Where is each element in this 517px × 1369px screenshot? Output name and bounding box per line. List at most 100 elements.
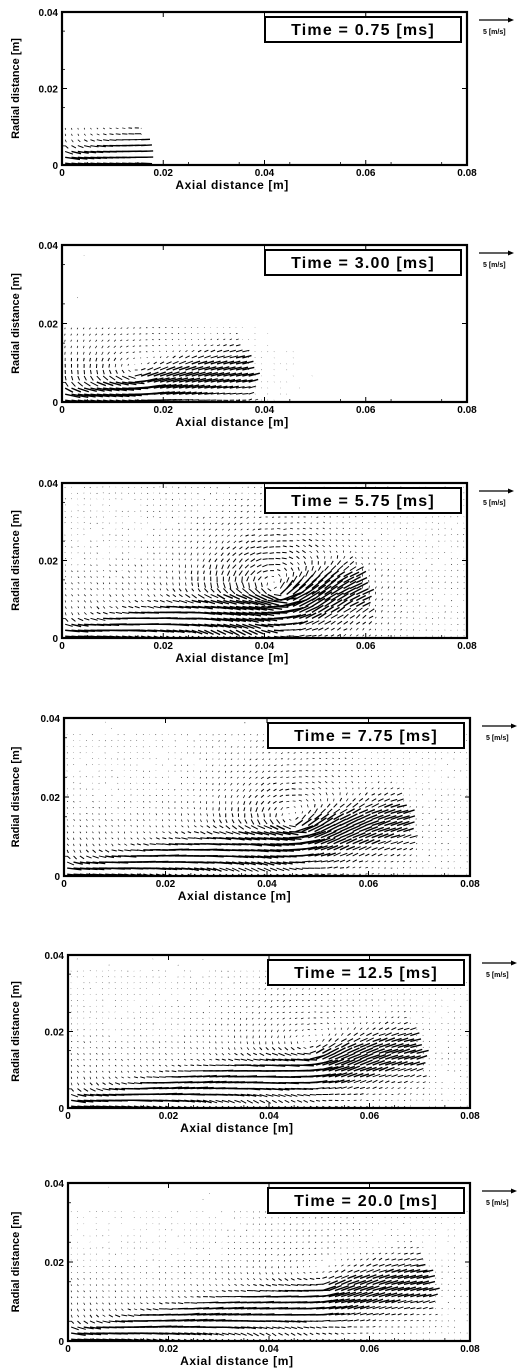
velocity-vector <box>236 794 239 798</box>
velocity-vector <box>227 552 231 556</box>
velocity-vector <box>243 795 246 799</box>
velocity-vector <box>315 1040 318 1042</box>
velocity-vector <box>377 833 389 839</box>
velocity-vector <box>361 533 363 536</box>
velocity-vector <box>221 546 224 550</box>
velocity-vector <box>422 806 424 808</box>
velocity-vector <box>358 839 369 845</box>
velocity-vector <box>202 540 205 543</box>
velocity-vector <box>159 546 161 548</box>
velocity-vector <box>349 607 357 613</box>
velocity-vector <box>307 830 327 839</box>
velocity-vector <box>359 1011 361 1013</box>
velocity-vector <box>197 594 205 599</box>
velocity-vector <box>336 565 344 572</box>
velocity-vector <box>328 1052 343 1060</box>
velocity-vector <box>205 740 207 742</box>
velocity-vector <box>378 1016 381 1019</box>
velocity-vector <box>244 570 250 576</box>
velocity-vector <box>317 566 322 571</box>
velocity-vector <box>234 1099 241 1103</box>
velocity-vector <box>365 786 367 790</box>
velocity-vector <box>324 776 328 778</box>
velocity-vector <box>272 800 277 804</box>
velocity-vector <box>372 1032 379 1037</box>
velocity-vector <box>232 564 237 569</box>
velocity-vector <box>242 782 246 786</box>
x-tick-label: 0.08 <box>457 405 477 416</box>
velocity-vector <box>315 539 319 542</box>
velocity-vector <box>297 1046 301 1050</box>
velocity-vector <box>191 365 204 371</box>
velocity-vector <box>214 558 218 563</box>
velocity-vector <box>136 831 139 834</box>
velocity-vector <box>127 1070 129 1073</box>
x-tick-label: 0.06 <box>356 168 376 179</box>
velocity-vector <box>212 764 214 767</box>
velocity-vector <box>251 534 256 536</box>
velocity-vector <box>368 597 371 601</box>
velocity-vector <box>90 133 93 136</box>
velocity-vector <box>102 606 106 609</box>
velocity-vector <box>305 793 309 796</box>
velocity-vector <box>139 1058 142 1061</box>
velocity-vector <box>216 332 218 334</box>
velocity-vector <box>208 534 211 537</box>
velocity-vector <box>418 575 420 577</box>
velocity-vector <box>111 831 113 834</box>
velocity-vector <box>147 377 164 383</box>
velocity-vector <box>196 1047 198 1050</box>
velocity-vector <box>396 820 410 827</box>
velocity-vector <box>352 819 366 827</box>
velocity-vector <box>228 1058 234 1062</box>
velocity-vector <box>384 827 396 833</box>
velocity-vector <box>361 557 363 559</box>
velocity-vector <box>361 562 363 565</box>
velocity-vector <box>295 816 299 820</box>
velocity-vector <box>212 867 222 872</box>
velocity-vector <box>403 873 405 875</box>
velocity-vector <box>82 327 85 330</box>
velocity-vector <box>146 1047 148 1049</box>
velocity-vector <box>334 1086 342 1090</box>
velocity-vector <box>71 150 82 155</box>
velocity-vector <box>238 830 249 835</box>
velocity-vector <box>368 621 373 625</box>
velocity-vector <box>441 824 443 826</box>
velocity-vector <box>210 360 221 365</box>
velocity-vector <box>155 813 158 816</box>
velocity-vector <box>262 764 264 766</box>
velocity-vector <box>64 333 66 336</box>
velocity-vector <box>111 849 117 852</box>
velocity-vector <box>225 867 235 872</box>
velocity-vector <box>349 561 355 566</box>
velocity-vector <box>235 338 239 341</box>
velocity-vector <box>70 333 72 336</box>
velocity-vector <box>403 841 409 845</box>
velocity-vector <box>396 860 399 863</box>
velocity-vector <box>311 628 319 631</box>
velocity-vector <box>143 807 145 809</box>
velocity-vector <box>332 792 334 796</box>
velocity-vector <box>324 606 335 613</box>
velocity-vector <box>71 546 73 548</box>
velocity-vector <box>403 854 406 857</box>
velocity-vector <box>323 516 325 518</box>
velocity-vector <box>315 1066 333 1072</box>
velocity-vector <box>265 522 268 525</box>
velocity-vector <box>181 825 184 828</box>
velocity-vector <box>390 853 395 857</box>
velocity-vector <box>246 528 249 531</box>
velocity-vector <box>181 831 186 835</box>
velocity-vector <box>292 605 309 614</box>
velocity-vector <box>320 873 326 876</box>
velocity-vector <box>204 599 216 605</box>
velocity-vector <box>172 629 185 634</box>
velocity-vector <box>260 582 263 588</box>
velocity-vector <box>263 873 268 876</box>
velocity-vector <box>85 837 88 840</box>
y-tick-label: 0.02 <box>39 85 59 96</box>
velocity-vector <box>278 1052 285 1057</box>
velocity-vector <box>346 798 349 802</box>
